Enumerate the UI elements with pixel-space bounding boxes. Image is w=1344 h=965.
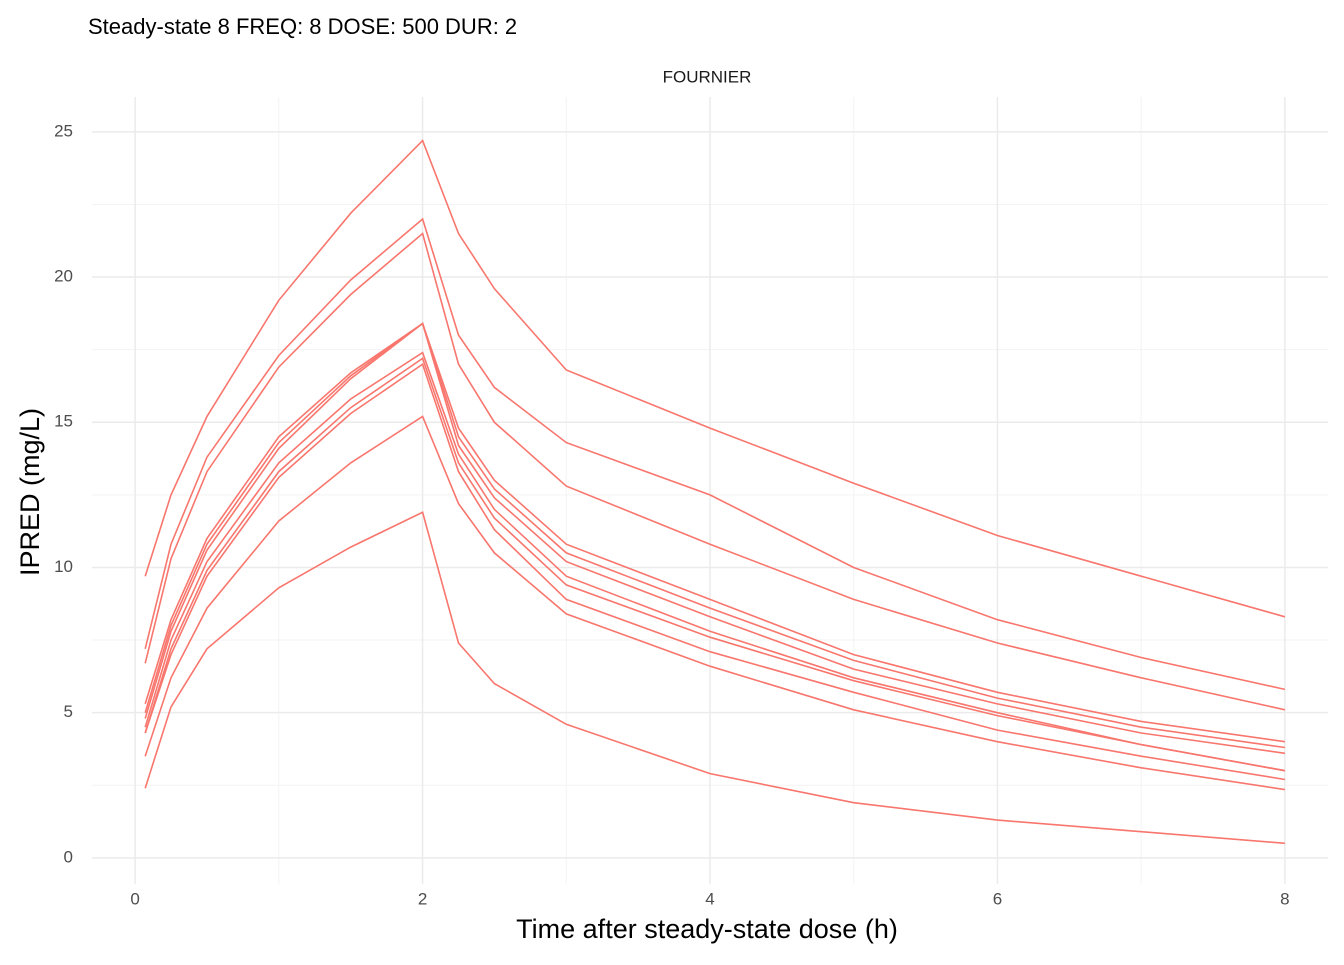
y-tick-label: 0 — [64, 847, 73, 866]
x-tick-label: 0 — [130, 889, 139, 908]
y-axis-label: IPRED (mg/L) — [15, 408, 45, 576]
series-line — [144, 217, 1286, 691]
x-tick-label: 2 — [418, 889, 427, 908]
series-line — [144, 322, 1286, 749]
y-tick-label: 10 — [54, 557, 73, 576]
x-tick-label: 8 — [1280, 889, 1289, 908]
y-tick-label: 15 — [54, 412, 73, 431]
series-line — [144, 362, 1286, 781]
y-tick-label: 25 — [54, 121, 73, 140]
x-axis-label: Time after steady-state dose (h) — [516, 914, 898, 944]
y-tick-label: 20 — [54, 267, 73, 286]
x-tick-label: 6 — [993, 889, 1002, 908]
series-line — [144, 415, 1286, 791]
chart-title: Steady-state 8 FREQ: 8 DOSE: 500 DUR: 2 — [88, 14, 517, 39]
series-line — [144, 511, 1285, 845]
series-line — [144, 351, 1286, 772]
x-tick-label: 4 — [705, 889, 714, 908]
facet-label: FOURNIER — [663, 67, 752, 86]
series-line — [144, 322, 1286, 743]
series-line — [144, 357, 1286, 772]
y-tick-label: 5 — [64, 702, 73, 721]
series-line — [144, 322, 1286, 755]
series-line — [144, 232, 1286, 711]
series-line — [144, 139, 1286, 618]
